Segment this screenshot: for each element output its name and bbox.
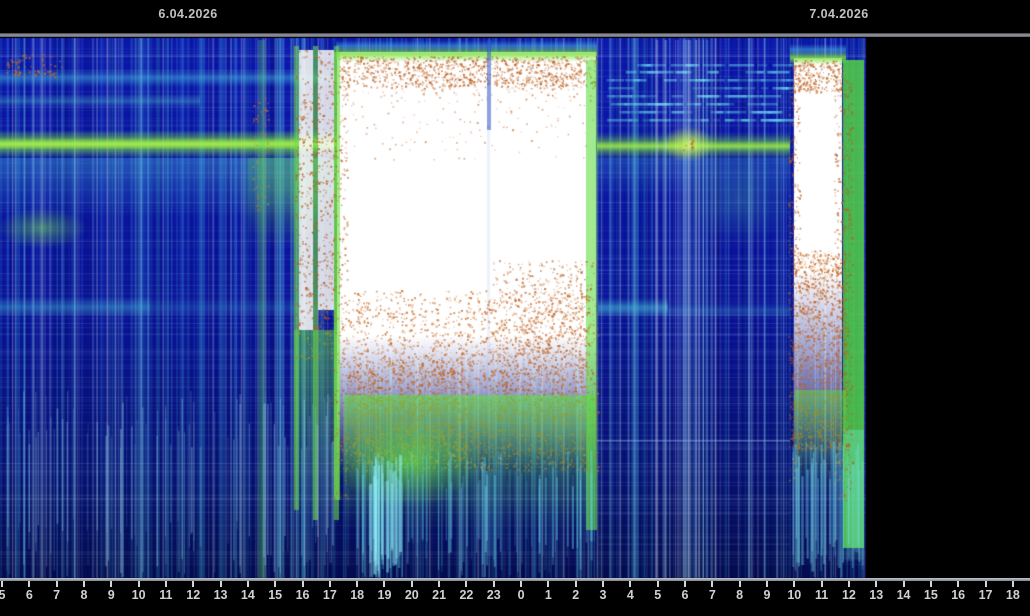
hour-tick [410, 581, 413, 587]
hour-label: 1 [544, 588, 552, 602]
hour-tick [55, 581, 58, 587]
hour-label: 14 [896, 588, 911, 602]
hour-label: 4 [626, 588, 634, 602]
hour-label: 5 [654, 588, 662, 602]
hour-label: 7 [53, 588, 61, 602]
hour-label: 11 [159, 588, 173, 602]
hour-tick [684, 581, 686, 587]
hour-tick [110, 581, 113, 587]
hour-label: 19 [377, 588, 392, 602]
hour-tick [28, 581, 31, 587]
hour-label: 12 [186, 588, 201, 602]
hour-label: 18 [1005, 588, 1020, 602]
hour-label: 0 [517, 588, 525, 602]
hour-label: 6 [681, 588, 689, 602]
hour-tick [629, 581, 632, 587]
hour-label: 11 [814, 588, 829, 602]
hour-tick [875, 581, 878, 587]
hour-tick [520, 581, 523, 587]
hour-label: 7 [708, 588, 716, 602]
hour-label: 8 [736, 588, 744, 602]
hour-tick [711, 581, 714, 587]
hour-label: 16 [951, 588, 966, 602]
hour-tick [328, 581, 331, 587]
hour-label: 15 [923, 588, 938, 602]
hour-label: 2 [572, 588, 580, 602]
hour-label: 13 [213, 588, 228, 602]
hour-label: 17 [978, 588, 993, 602]
hour-label: 9 [763, 588, 771, 602]
hour-tick [738, 581, 741, 587]
hour-label: 16 [295, 588, 310, 602]
hour-label: 21 [432, 588, 447, 602]
hour-tick [438, 581, 441, 587]
date-header: 6.04.2026 7.04.2026 [0, 0, 1030, 33]
hour-tick [192, 581, 195, 587]
hour-tick [984, 581, 987, 587]
header-separator [0, 33, 1030, 37]
hour-label: 15 [268, 588, 283, 602]
hour-tick [602, 581, 605, 587]
hour-tick [137, 581, 140, 587]
hour-label: 3 [599, 588, 607, 602]
hour-tick [929, 581, 932, 587]
hour-label: 10 [787, 588, 802, 602]
hour-tick [219, 581, 222, 587]
hour-tick [574, 581, 577, 587]
hour-label: 20 [404, 588, 419, 602]
hour-tick [301, 581, 304, 587]
hour-label: 23 [486, 588, 501, 602]
hour-tick [957, 581, 960, 587]
hour-tick [1, 581, 3, 587]
hour-tick [820, 581, 823, 587]
hour-label: 8 [80, 588, 88, 602]
hour-tick [246, 581, 249, 587]
hour-label: 10 [131, 588, 146, 602]
hour-label: 6 [25, 588, 33, 602]
hour-tick [274, 581, 277, 587]
hour-tick [547, 581, 550, 587]
time-axis-line [0, 578, 1030, 581]
hour-label: 9 [107, 588, 115, 602]
hour-tick [82, 581, 85, 587]
hour-label: 14 [240, 588, 255, 602]
hour-tick [356, 581, 359, 587]
hour-label: 12 [841, 588, 856, 602]
hour-label: 13 [869, 588, 884, 602]
hour-label: 5 [0, 588, 6, 602]
hour-tick [656, 581, 659, 587]
hour-tick [847, 581, 850, 587]
hour-tick [902, 581, 905, 587]
hour-tick [1011, 581, 1014, 587]
hour-tick [383, 581, 386, 587]
hour-tick [465, 581, 468, 587]
hour-tick [765, 581, 768, 587]
date-label-day2: 7.04.2026 [809, 7, 869, 21]
hour-label: 17 [322, 588, 337, 602]
date-label-day1: 6.04.2026 [158, 7, 218, 21]
hour-tick [492, 581, 495, 587]
hour-tick [793, 581, 796, 587]
hour-label: 22 [459, 588, 474, 602]
hour-label: 18 [350, 588, 365, 602]
hour-tick [164, 581, 167, 587]
